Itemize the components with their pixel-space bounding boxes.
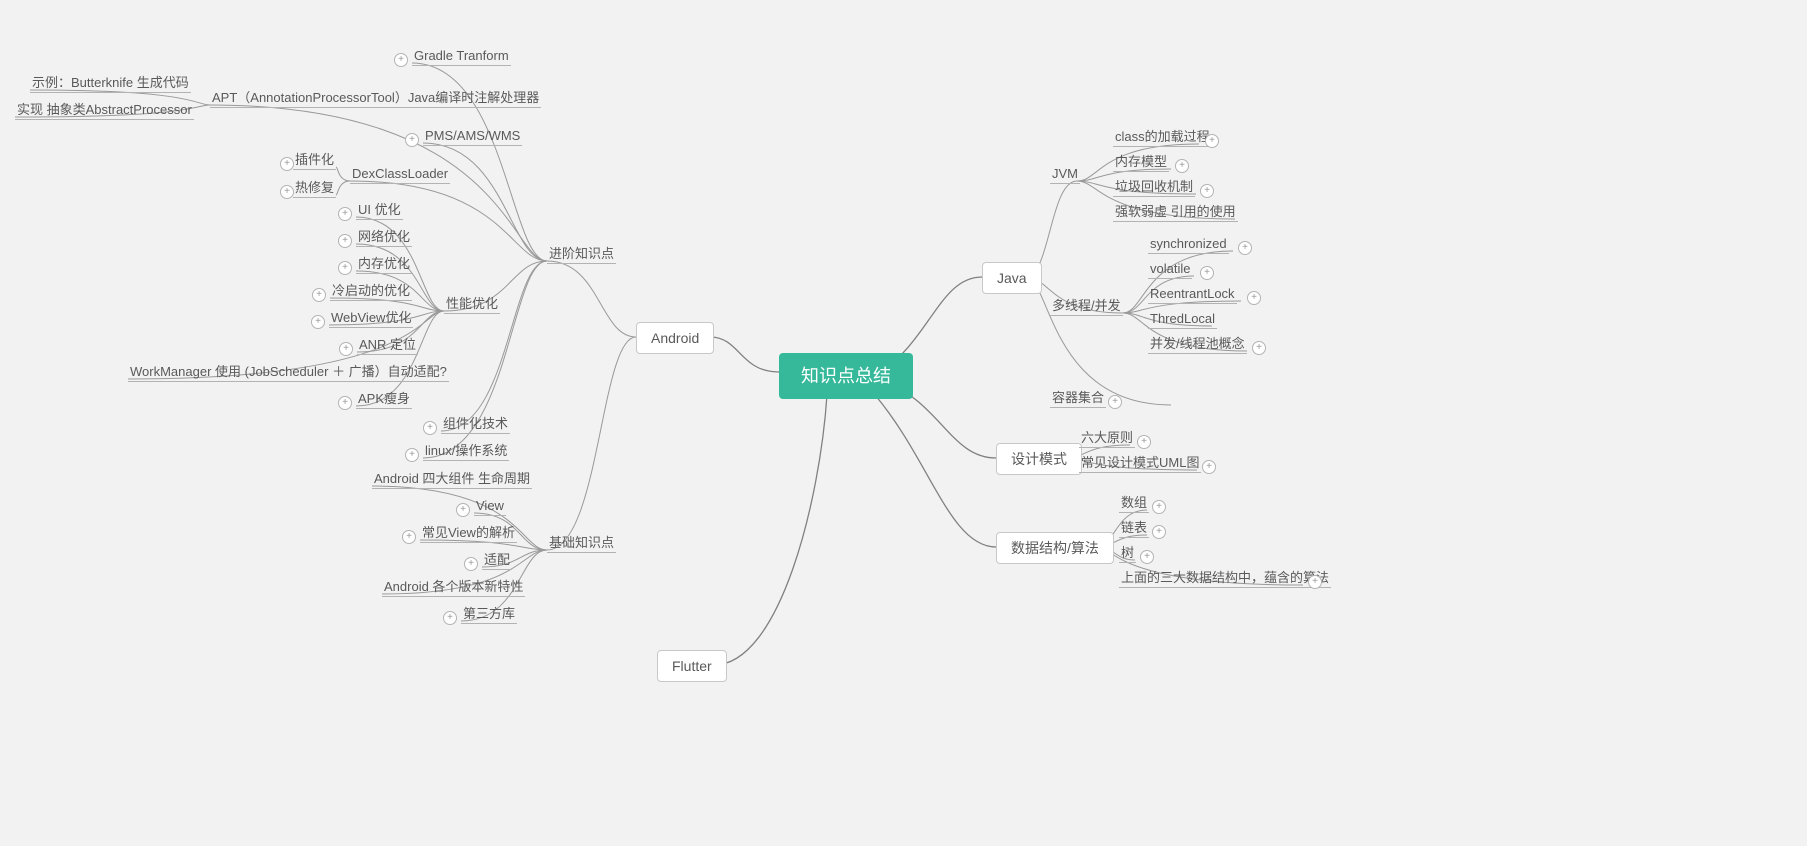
expand-icon[interactable]: + — [1238, 241, 1252, 255]
expand-icon[interactable]: + — [339, 342, 353, 356]
node-apt-impl[interactable]: 实现 抽象类AbstractProcessor — [15, 103, 194, 120]
expand-icon[interactable]: + — [464, 557, 478, 571]
expand-icon[interactable]: + — [405, 448, 419, 462]
node-volatile[interactable]: volatile — [1148, 262, 1192, 279]
expand-icon[interactable]: + — [312, 288, 326, 302]
node-cold[interactable]: 冷启动的优化 — [330, 284, 412, 301]
expand-icon[interactable]: + — [311, 315, 325, 329]
mindmap-connectors — [0, 0, 1807, 846]
node-webview[interactable]: WebView优化 — [329, 311, 413, 328]
expand-icon[interactable]: + — [1202, 460, 1216, 474]
node-reentrant[interactable]: ReentrantLock — [1148, 287, 1237, 304]
expand-icon[interactable]: + — [1137, 435, 1151, 449]
node-workmanager[interactable]: WorkManager 使用 (JobScheduler ＋ 广播）自动适配? — [128, 365, 449, 382]
node-commonview[interactable]: 常见View的解析 — [420, 526, 517, 543]
node-apt-example[interactable]: 示例：Butterknife 生成代码 — [30, 76, 191, 93]
node-gradle[interactable]: Gradle Tranform — [412, 49, 511, 66]
expand-icon[interactable]: + — [280, 185, 294, 199]
node-basic[interactable]: 基础知识点 — [547, 536, 616, 553]
expand-icon[interactable]: + — [1140, 550, 1154, 564]
expand-icon[interactable]: + — [338, 234, 352, 248]
node-android[interactable]: Android — [636, 322, 714, 354]
node-gc[interactable]: 垃圾回收机制 — [1113, 180, 1195, 197]
expand-icon[interactable]: + — [423, 421, 437, 435]
node-apt[interactable]: APT（AnnotationProcessorTool）Java编译时注解处理器 — [210, 91, 541, 108]
node-threadlocal[interactable]: ThredLocal — [1148, 312, 1217, 329]
node-ref[interactable]: 强软弱虚 引用的使用 — [1113, 205, 1238, 222]
expand-icon[interactable]: + — [338, 261, 352, 275]
expand-icon[interactable]: + — [394, 53, 408, 67]
expand-icon[interactable]: + — [1205, 134, 1219, 148]
node-view[interactable]: View — [474, 499, 506, 516]
node-adapt[interactable]: 适配 — [482, 553, 512, 570]
node-pool[interactable]: 并发/线程池概念 — [1148, 337, 1247, 354]
node-algo[interactable]: 上面的三大数据结构中，蕴含的算法 — [1119, 571, 1331, 588]
expand-icon[interactable]: + — [1308, 575, 1322, 589]
node-thirdparty[interactable]: 第三方库 — [461, 607, 517, 624]
node-perf[interactable]: 性能优化 — [444, 297, 500, 314]
node-dex[interactable]: DexClassLoader — [350, 167, 450, 184]
expand-icon[interactable]: + — [1200, 184, 1214, 198]
node-concurrency[interactable]: 多线程/并发 — [1050, 299, 1123, 316]
root-node[interactable]: 知识点总结 — [779, 353, 913, 399]
node-classload[interactable]: class的加载过程 — [1113, 130, 1212, 147]
node-pms[interactable]: PMS/AMS/WMS — [423, 129, 522, 146]
node-anr[interactable]: ANR 定位 — [357, 338, 418, 355]
expand-icon[interactable]: + — [338, 396, 352, 410]
node-component[interactable]: 组件化技术 — [441, 417, 510, 434]
expand-icon[interactable]: + — [405, 133, 419, 147]
node-versions[interactable]: Android 各个版本新特性 — [382, 580, 525, 597]
node-lifecycle[interactable]: Android 四大组件 生命周期 — [372, 472, 532, 489]
expand-icon[interactable]: + — [338, 207, 352, 221]
expand-icon[interactable]: + — [1108, 395, 1122, 409]
node-mem[interactable]: 内存优化 — [356, 257, 412, 274]
expand-icon[interactable]: + — [1247, 291, 1261, 305]
node-jvm[interactable]: JVM — [1050, 167, 1080, 184]
expand-icon[interactable]: + — [443, 611, 457, 625]
node-linux[interactable]: linux/操作系统 — [423, 444, 509, 461]
node-advanced[interactable]: 进阶知识点 — [547, 247, 616, 264]
node-principles[interactable]: 六大原则 — [1079, 431, 1135, 448]
expand-icon[interactable]: + — [1175, 159, 1189, 173]
expand-icon[interactable]: + — [280, 157, 294, 171]
expand-icon[interactable]: + — [1152, 525, 1166, 539]
node-tree[interactable]: 树 — [1119, 546, 1136, 563]
expand-icon[interactable]: + — [456, 503, 470, 517]
node-uml[interactable]: 常见设计模式UML图 — [1079, 456, 1201, 473]
node-plugin[interactable]: 插件化 — [293, 153, 336, 170]
node-sync[interactable]: synchronized — [1148, 237, 1229, 254]
node-apk[interactable]: APK瘦身 — [356, 392, 412, 409]
node-design[interactable]: 设计模式 — [996, 443, 1082, 475]
node-net[interactable]: 网络优化 — [356, 230, 412, 247]
expand-icon[interactable]: + — [1200, 266, 1214, 280]
node-list[interactable]: 链表 — [1119, 521, 1149, 538]
node-memmodel[interactable]: 内存模型 — [1113, 155, 1169, 172]
node-ui[interactable]: UI 优化 — [356, 203, 403, 220]
expand-icon[interactable]: + — [402, 530, 416, 544]
node-java[interactable]: Java — [982, 262, 1042, 294]
expand-icon[interactable]: + — [1152, 500, 1166, 514]
node-collections[interactable]: 容器集合 — [1050, 391, 1106, 408]
expand-icon[interactable]: + — [1252, 341, 1266, 355]
node-array[interactable]: 数组 — [1119, 496, 1149, 513]
node-ds[interactable]: 数据结构/算法 — [996, 532, 1114, 564]
node-flutter[interactable]: Flutter — [657, 650, 727, 682]
node-hotfix[interactable]: 热修复 — [293, 181, 336, 198]
